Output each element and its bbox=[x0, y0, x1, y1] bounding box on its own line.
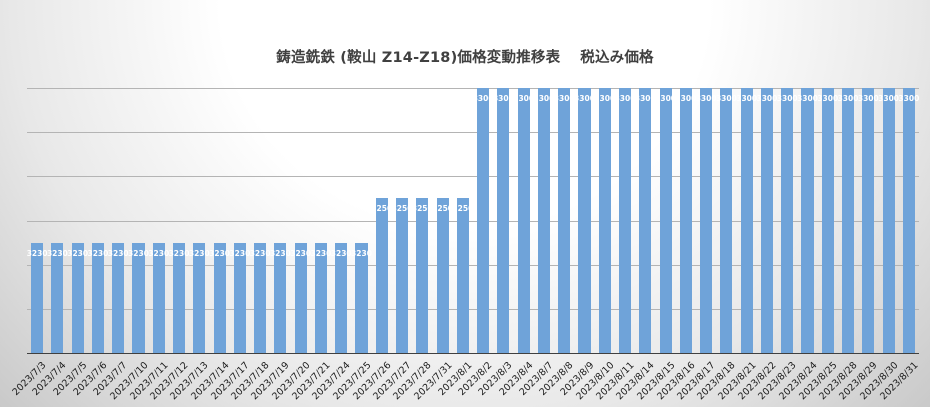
gridline bbox=[27, 265, 919, 266]
bar bbox=[71, 242, 84, 353]
bar bbox=[172, 242, 186, 353]
data-label: 3230 bbox=[87, 248, 109, 258]
x-axis-line bbox=[27, 353, 919, 354]
data-label: 3300 bbox=[837, 94, 859, 103]
data-label: 3230 bbox=[107, 248, 129, 258]
data-label: 3300 bbox=[715, 94, 737, 103]
data-label: 3300 bbox=[817, 94, 839, 103]
bar bbox=[882, 88, 895, 353]
data-label: 3300 bbox=[898, 94, 920, 103]
bar bbox=[720, 88, 733, 353]
bar bbox=[781, 88, 794, 353]
gridline bbox=[27, 309, 919, 310]
gridline bbox=[27, 176, 919, 177]
data-label: 3300 bbox=[492, 94, 514, 103]
bar bbox=[375, 198, 388, 353]
bar bbox=[395, 198, 409, 353]
data-label: 3300 bbox=[675, 94, 697, 103]
bar bbox=[517, 88, 530, 353]
data-label: 3230 bbox=[229, 248, 251, 258]
bar bbox=[821, 88, 834, 353]
data-label: 3230 bbox=[46, 248, 68, 258]
bar bbox=[497, 88, 510, 353]
data-label: 3250 bbox=[432, 204, 454, 214]
bar bbox=[152, 242, 165, 353]
bar bbox=[51, 242, 64, 353]
data-label: 3300 bbox=[878, 94, 900, 103]
bar bbox=[477, 88, 490, 353]
bar bbox=[902, 88, 915, 353]
data-label: 3230 bbox=[290, 248, 312, 258]
data-label: 3300 bbox=[513, 94, 535, 103]
bar bbox=[639, 88, 652, 353]
data-label: 3230 bbox=[249, 248, 271, 258]
data-label: 3230 bbox=[330, 248, 352, 258]
data-label: 3300 bbox=[857, 94, 879, 103]
bar bbox=[841, 88, 855, 353]
bar bbox=[91, 242, 105, 353]
data-label: 3300 bbox=[695, 94, 717, 103]
bar bbox=[31, 242, 44, 353]
data-label: 3230 bbox=[188, 248, 210, 258]
bar bbox=[801, 88, 814, 353]
data-label: 3300 bbox=[574, 94, 595, 103]
bar bbox=[314, 242, 328, 353]
data-label: 3300 bbox=[736, 94, 758, 103]
bar bbox=[659, 88, 672, 353]
bar bbox=[558, 88, 571, 353]
data-label: 3250 bbox=[452, 204, 474, 214]
data-label: 3300 bbox=[756, 94, 778, 103]
data-label: 3250 bbox=[411, 204, 433, 214]
data-label: 3230 bbox=[168, 248, 190, 258]
bar bbox=[598, 88, 611, 353]
bar bbox=[335, 242, 348, 353]
gridline bbox=[27, 88, 919, 89]
bar bbox=[112, 242, 125, 353]
bar bbox=[862, 88, 875, 353]
data-label: 3250 bbox=[391, 204, 413, 214]
data-label: 3300 bbox=[776, 94, 798, 103]
bar bbox=[233, 242, 246, 353]
bar bbox=[294, 242, 307, 353]
bar bbox=[213, 242, 226, 353]
data-label: 3300 bbox=[594, 94, 616, 103]
bar bbox=[700, 88, 713, 353]
bar bbox=[436, 198, 449, 353]
data-label: 3230 bbox=[26, 248, 48, 258]
data-label: 3230 bbox=[67, 248, 89, 258]
bar bbox=[193, 242, 206, 353]
data-label: 3230 bbox=[148, 248, 170, 258]
bar bbox=[760, 88, 774, 353]
bar bbox=[578, 88, 591, 353]
data-label: 3250 bbox=[371, 204, 393, 214]
bar bbox=[416, 198, 429, 353]
gridline bbox=[27, 132, 919, 133]
bar bbox=[679, 88, 692, 353]
data-label: 3230 bbox=[351, 248, 372, 258]
bar bbox=[355, 242, 368, 353]
data-label: 3230 bbox=[128, 248, 149, 258]
chart-title: 鋳造銑鉄 (鞍山 Z14-Z18)価格変動推移表 税込み価格 bbox=[276, 50, 654, 66]
data-label: 3300 bbox=[655, 94, 677, 103]
bar bbox=[254, 242, 267, 353]
data-label: 3300 bbox=[553, 94, 575, 103]
plot-area: 3230 3230 3230 3230 3230 3230 3230 3230 3230 3230… bbox=[27, 88, 919, 354]
bar bbox=[456, 198, 469, 353]
data-label: 3300 bbox=[533, 94, 555, 103]
data-label: 3230 bbox=[269, 248, 291, 258]
bar bbox=[618, 88, 632, 353]
bar bbox=[274, 242, 287, 353]
gridline bbox=[27, 221, 919, 222]
data-label: 3300 bbox=[614, 94, 636, 103]
data-label: 3230 bbox=[310, 248, 332, 258]
data-label: 3300 bbox=[472, 94, 494, 103]
data-label: 3230 bbox=[209, 248, 231, 258]
bar bbox=[132, 242, 145, 353]
data-label: 3300 bbox=[634, 94, 656, 103]
data-label: 3300 bbox=[797, 94, 818, 103]
bar bbox=[740, 88, 753, 353]
bar bbox=[537, 88, 551, 353]
